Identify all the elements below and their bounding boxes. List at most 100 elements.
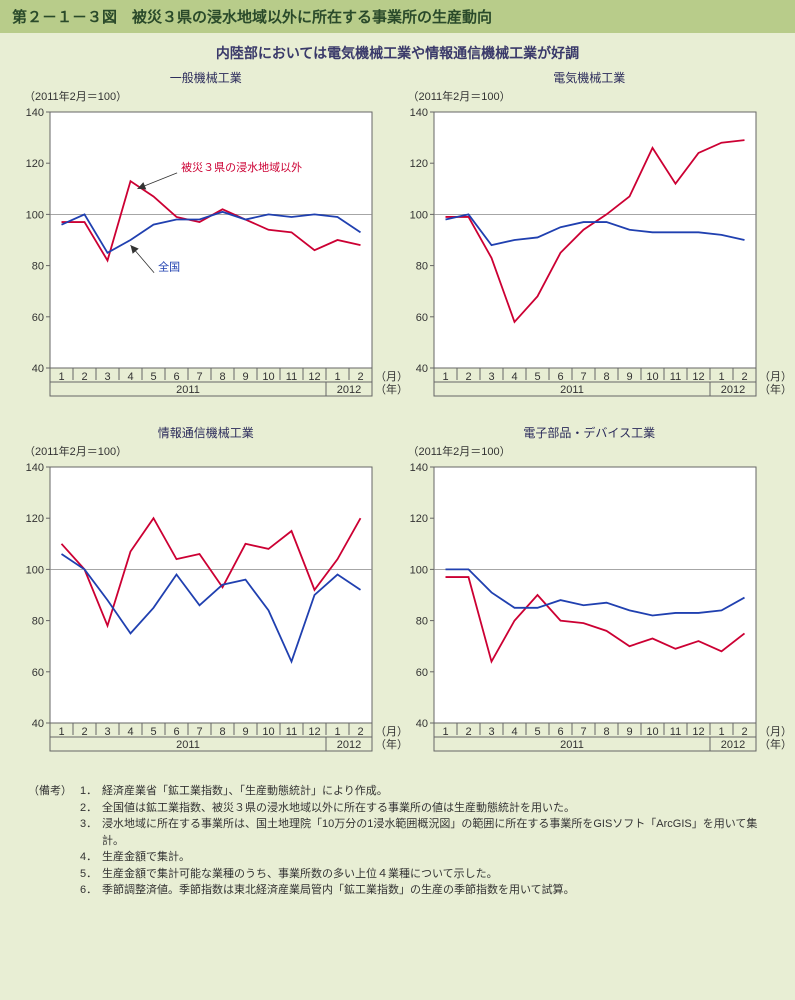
svg-text:80: 80 (32, 616, 44, 628)
svg-text:4: 4 (127, 726, 133, 738)
notes-label: （備考） (28, 783, 80, 899)
svg-text:40: 40 (32, 363, 44, 375)
chart-2: 情報通信機械工業（2011年2月＝100）4060801001201401234… (18, 424, 394, 771)
svg-text:12: 12 (308, 726, 320, 738)
svg-text:140: 140 (409, 107, 427, 119)
svg-text:12: 12 (692, 371, 704, 383)
chart-title: 一般機械工業 (18, 69, 394, 86)
svg-text:1: 1 (334, 726, 340, 738)
svg-text:3: 3 (104, 726, 110, 738)
svg-text:7: 7 (196, 371, 202, 383)
svg-text:9: 9 (626, 726, 632, 738)
notes-list: 1．経済産業省「鉱工業指数」、「生産動態統計」により作成。2．全国値は鉱工業指数… (80, 783, 767, 899)
chart-svg: 4060801001201401234567891011121220112012… (18, 106, 378, 416)
svg-text:9: 9 (626, 371, 632, 383)
charts-grid: 一般機械工業（2011年2月＝100）406080100120140123456… (0, 69, 795, 771)
svg-text:2: 2 (81, 371, 87, 383)
svg-text:11: 11 (669, 726, 680, 738)
series-annotation: 被災３県の浸水地域以外 (181, 161, 302, 174)
svg-text:8: 8 (219, 726, 225, 738)
svg-text:1: 1 (58, 726, 64, 738)
chart-unit-label: （2011年2月＝100） (24, 88, 394, 104)
svg-text:140: 140 (26, 462, 44, 474)
note-item: 6．季節調整済値。季節指数は東北経済産業局管内「鉱工業指数」の生産の季節指数を用… (80, 882, 767, 899)
chart-svg: 4060801001201401234567891011121220112012… (18, 461, 378, 771)
svg-text:5: 5 (150, 371, 156, 383)
svg-text:100: 100 (409, 564, 427, 576)
svg-text:5: 5 (534, 371, 540, 383)
svg-text:12: 12 (692, 726, 704, 738)
svg-text:120: 120 (409, 158, 427, 170)
svg-text:10: 10 (646, 726, 658, 738)
svg-text:100: 100 (26, 209, 44, 221)
svg-text:10: 10 (646, 371, 658, 383)
svg-text:140: 140 (409, 462, 427, 474)
chart-1: 電気機械工業（2011年2月＝100）406080100120140123456… (402, 69, 778, 416)
svg-text:2: 2 (741, 726, 747, 738)
svg-text:2: 2 (357, 726, 363, 738)
chart-0: 一般機械工業（2011年2月＝100）406080100120140123456… (18, 69, 394, 416)
svg-text:11: 11 (286, 371, 297, 383)
chart-plot: 4060801001201401234567891011121220112012… (402, 106, 762, 416)
svg-text:6: 6 (557, 371, 563, 383)
chart-title: 電気機械工業 (402, 69, 778, 86)
svg-text:40: 40 (415, 718, 427, 730)
note-item: 2．全国値は鉱工業指数、被災３県の浸水地域以外に所在する事業所の値は生産動態統計… (80, 800, 767, 817)
svg-text:10: 10 (262, 371, 274, 383)
chart-svg: 4060801001201401234567891011121220112012… (402, 461, 762, 771)
svg-text:2: 2 (741, 371, 747, 383)
note-item: 3．浸水地域に所在する事業所は、国土地理院「10万分の1浸水範囲概況図」の範囲に… (80, 816, 767, 849)
svg-text:2012: 2012 (337, 384, 361, 396)
svg-text:8: 8 (603, 726, 609, 738)
svg-text:6: 6 (173, 726, 179, 738)
svg-text:5: 5 (534, 726, 540, 738)
svg-text:60: 60 (415, 667, 427, 679)
svg-text:120: 120 (26, 158, 44, 170)
svg-text:60: 60 (32, 312, 44, 324)
svg-text:120: 120 (26, 513, 44, 525)
svg-text:1: 1 (718, 726, 724, 738)
svg-text:11: 11 (286, 726, 297, 738)
svg-text:1: 1 (58, 371, 64, 383)
svg-text:80: 80 (415, 261, 427, 273)
svg-text:（月）: （月） (759, 725, 792, 738)
svg-text:120: 120 (409, 513, 427, 525)
svg-text:6: 6 (173, 371, 179, 383)
svg-text:80: 80 (415, 616, 427, 628)
chart-unit-label: （2011年2月＝100） (408, 88, 778, 104)
figure-header: 第２－１－３図 被災３県の浸水地域以外に所在する事業所の生産動向 (0, 0, 795, 33)
svg-text:4: 4 (511, 371, 517, 383)
series-annotation: 全国 (158, 260, 180, 274)
chart-unit-label: （2011年2月＝100） (408, 443, 778, 459)
svg-text:4: 4 (511, 726, 517, 738)
svg-text:40: 40 (415, 363, 427, 375)
svg-text:40: 40 (32, 718, 44, 730)
svg-text:2: 2 (81, 726, 87, 738)
svg-text:6: 6 (557, 726, 563, 738)
svg-text:2011: 2011 (176, 739, 200, 751)
svg-text:2: 2 (357, 371, 363, 383)
svg-text:2012: 2012 (720, 739, 744, 751)
svg-text:（月）: （月） (759, 370, 792, 383)
svg-text:2011: 2011 (176, 384, 200, 396)
svg-text:11: 11 (669, 371, 680, 383)
chart-unit-label: （2011年2月＝100） (24, 443, 394, 459)
svg-text:（年）: （年） (759, 737, 792, 751)
svg-text:1: 1 (442, 726, 448, 738)
svg-text:7: 7 (196, 726, 202, 738)
chart-svg: 4060801001201401234567891011121220112012… (402, 106, 762, 416)
svg-text:2011: 2011 (560, 384, 584, 396)
svg-text:80: 80 (32, 261, 44, 273)
svg-text:2011: 2011 (560, 739, 584, 751)
svg-text:3: 3 (488, 726, 494, 738)
svg-text:8: 8 (219, 371, 225, 383)
svg-text:5: 5 (150, 726, 156, 738)
note-item: 1．経済産業省「鉱工業指数」、「生産動態統計」により作成。 (80, 783, 767, 800)
svg-text:2012: 2012 (337, 739, 361, 751)
svg-text:2: 2 (465, 726, 471, 738)
note-item: 4．生産金額で集計。 (80, 849, 767, 866)
svg-text:7: 7 (580, 371, 586, 383)
chart-3: 電子部品・デバイス工業（2011年2月＝100）4060801001201401… (402, 424, 778, 771)
svg-text:100: 100 (26, 564, 44, 576)
svg-text:3: 3 (488, 371, 494, 383)
